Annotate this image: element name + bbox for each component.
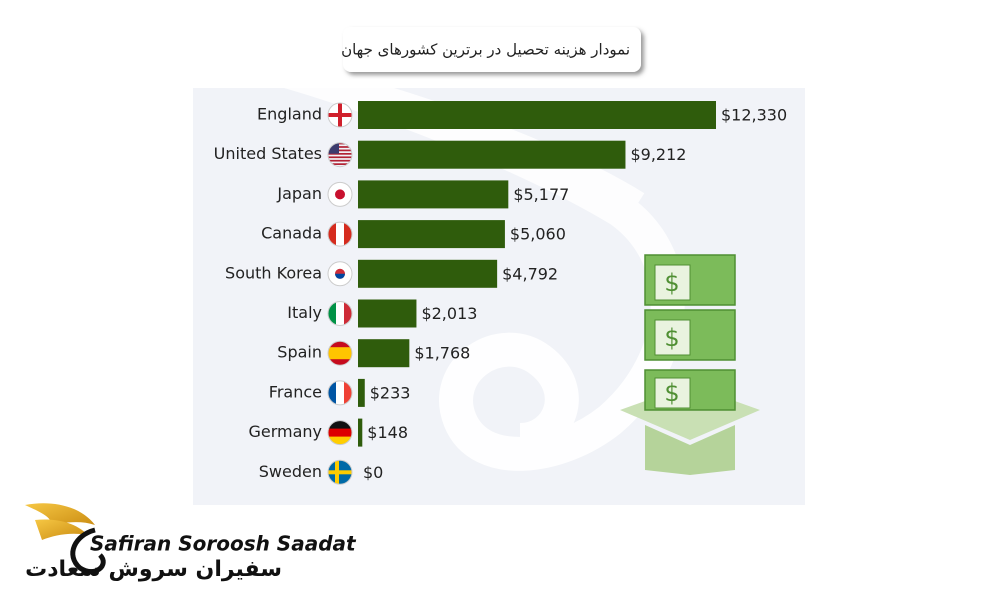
- flag: [327, 221, 353, 247]
- flag-cross: [335, 460, 339, 485]
- bar: [358, 418, 363, 447]
- flag-rim: [327, 301, 353, 326]
- logo-persian: سفیران سروش سعادت: [25, 557, 282, 582]
- flag-stripe: [328, 380, 337, 405]
- flag-stripe: [328, 156, 352, 159]
- flag: [327, 340, 353, 366]
- flag-stripe: [328, 301, 337, 326]
- flag-stripe: [328, 222, 337, 247]
- value-label: $2,013: [421, 304, 477, 323]
- category-label: Canada: [261, 224, 322, 243]
- logo-latin: Safiran Soroosh Saadat: [90, 532, 357, 556]
- flag-dot: [335, 189, 345, 200]
- value-label: $5,060: [510, 225, 566, 244]
- svg-text:$: $: [664, 324, 679, 352]
- flag-canton: [328, 142, 339, 154]
- flag-stripe: [328, 149, 352, 152]
- flag-body: [328, 301, 352, 326]
- flag-body: [328, 222, 352, 247]
- flag-rim: [327, 380, 353, 406]
- value-label: $148: [367, 423, 408, 442]
- money-illustration: $ $ $: [620, 254, 760, 475]
- category-label: England: [257, 105, 322, 124]
- bar: [358, 299, 417, 328]
- bar: [358, 378, 365, 407]
- flag-rim: [327, 102, 353, 128]
- value-label: $5,177: [513, 185, 569, 204]
- value-label: $4,792: [502, 264, 558, 283]
- category-label: Germany: [248, 422, 322, 441]
- flag-stripe: [328, 163, 352, 165]
- flag-stripe: [328, 353, 352, 360]
- flag-stripe: [328, 420, 352, 430]
- bar: [358, 339, 410, 368]
- flag-stripe: [328, 142, 352, 145]
- flag-rim: [327, 420, 353, 446]
- flag-rim: [327, 261, 353, 287]
- bar: [358, 259, 498, 288]
- flag-stripe: [344, 380, 352, 405]
- bar: [358, 101, 716, 129]
- flag: [327, 459, 353, 485]
- category-label: South Korea: [225, 263, 322, 282]
- flag-rim: [327, 181, 353, 207]
- flag-body: [328, 341, 352, 366]
- category-label: United States: [214, 144, 322, 163]
- flag-cross: [328, 470, 352, 475]
- flag: [327, 142, 353, 168]
- flag-stripe: [328, 159, 352, 162]
- flag: [327, 261, 353, 287]
- flag-body: [328, 261, 352, 286]
- category-label: Spain: [277, 343, 322, 362]
- flag-body: [328, 380, 352, 405]
- flag: [327, 420, 353, 446]
- value-label: $0: [363, 463, 383, 482]
- svg-text:$: $: [664, 379, 679, 407]
- plot: England $12,330 United States $9,212 Japan $5…: [214, 101, 787, 485]
- flag-body: [328, 182, 352, 207]
- category-label: Sweden: [259, 462, 322, 481]
- chart-title: نمودار هزینه تحصیل در برترین کشورهای جها…: [341, 41, 630, 59]
- flag-stripe: [328, 359, 352, 366]
- bar: [358, 220, 505, 249]
- flag-body: [328, 103, 352, 127]
- category-label: Japan: [276, 184, 322, 203]
- flag-stripe: [336, 222, 345, 247]
- flag-body: [328, 460, 352, 485]
- flag-stripe: [344, 222, 352, 247]
- flag-stripe: [328, 436, 352, 445]
- flag-body: [328, 420, 352, 445]
- flag-stripe: [328, 152, 352, 155]
- bar: [358, 140, 626, 169]
- flag: [327, 181, 353, 207]
- flag-stripe: [336, 380, 345, 405]
- flag-cross: [338, 103, 342, 127]
- value-label: $1,768: [414, 344, 470, 363]
- flag-stripe: [328, 428, 352, 438]
- value-label: $233: [370, 383, 411, 402]
- value-label: $12,330: [721, 106, 787, 125]
- flag: [327, 301, 353, 326]
- flag-rim: [327, 142, 353, 168]
- flag-stripe: [328, 347, 352, 354]
- flag-rim: [327, 221, 353, 247]
- value-label: $9,212: [630, 145, 686, 164]
- flag-body: [328, 142, 352, 165]
- svg-text:$: $: [664, 269, 679, 297]
- flag-stripe: [344, 301, 352, 326]
- flag-stripe: [336, 301, 345, 326]
- category-label: Italy: [287, 303, 322, 322]
- flag-rim: [327, 340, 353, 366]
- flag-taeguk: [335, 273, 345, 279]
- bar: [358, 180, 509, 209]
- flag-stripe: [328, 341, 352, 348]
- title-box: [343, 27, 641, 72]
- logo: Safiran Soroosh Saadat سفیران سروش سعادت: [25, 503, 357, 582]
- flag-stripe: [328, 146, 352, 148]
- category-label: France: [269, 382, 322, 401]
- flag-rim: [327, 459, 353, 485]
- flag: [327, 380, 353, 406]
- flag: [327, 102, 353, 128]
